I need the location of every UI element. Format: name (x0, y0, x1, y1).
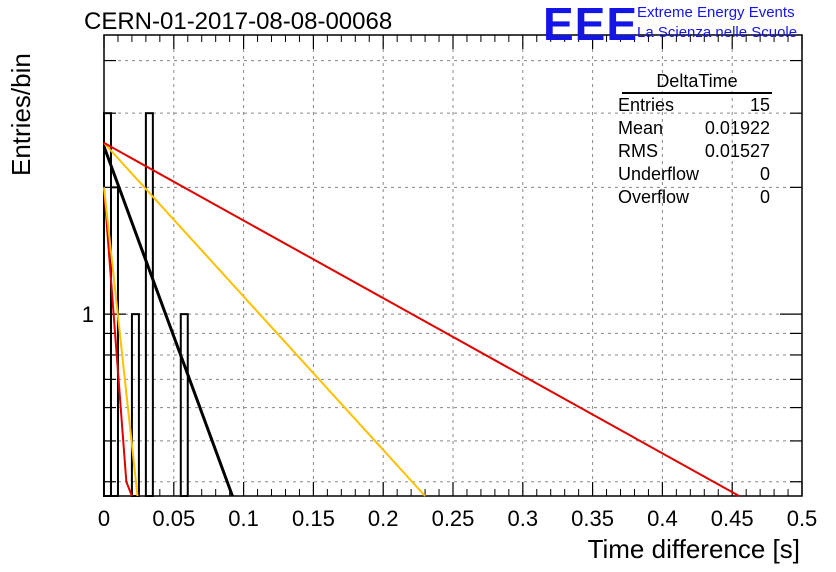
stats-value: 0 (759, 187, 770, 207)
histogram-bar (109, 186, 119, 497)
y-tick-labels: 1 (82, 302, 94, 327)
fit-line (103, 187, 133, 497)
stats-value: 0.01922 (704, 118, 770, 138)
stats-label: Overflow (618, 187, 690, 207)
run-title: CERN-01-2017-08-08-00068 (84, 8, 393, 35)
y-axis-label: Entries/bin (6, 53, 36, 176)
histogram-bars (103, 112, 189, 497)
stats-row: Underflow 0 (612, 163, 778, 186)
fit-line (102, 146, 234, 497)
stats-row: RMS 0.01527 (612, 140, 778, 163)
stats-row: Overflow 0 (612, 186, 778, 209)
stats-row: Mean 0.01922 (612, 117, 778, 140)
x-tick-label: 0 (98, 506, 110, 531)
stats-title: DeltaTime (622, 70, 772, 94)
x-tick-label: 0.5 (787, 506, 818, 531)
fit-line (103, 142, 426, 497)
x-tick-label: 0.05 (152, 506, 195, 531)
stats-label: Entries (618, 95, 675, 115)
x-tick-label: 0.2 (368, 506, 399, 531)
stats-box: DeltaTime Entries 15 Mean 0.01922 RMS 0.… (612, 70, 778, 209)
x-tick-label: 0.45 (711, 506, 754, 531)
fit-line (103, 187, 139, 497)
fit-lines (102, 142, 740, 497)
stats-row: Entries 15 (612, 94, 778, 117)
x-tick-label: 0.1 (228, 506, 259, 531)
x-tick-label: 0.15 (292, 506, 335, 531)
logo-line-1: Extreme Energy Events (637, 4, 795, 21)
chart-grid (104, 35, 802, 496)
stats-value: 0 (759, 164, 770, 184)
x-tick-label: 0.35 (571, 506, 614, 531)
stats-label: RMS (618, 141, 658, 161)
eee-logo: EEE (543, 0, 639, 50)
x-tick-labels: 0 0.05 0.1 0.15 0.2 0.25 0.3 0.35 0.4 0.45 0.5 (98, 506, 817, 531)
stats-label: Mean (618, 118, 664, 138)
x-tick-label: 0.4 (647, 506, 678, 531)
x-tick-label: 0.25 (432, 506, 475, 531)
stats-value: 0.01527 (704, 141, 770, 161)
logo-line-2: La Scienza nelle Scuole (637, 24, 798, 41)
x-tick-label: 0.3 (508, 506, 539, 531)
stats-label: Underflow (618, 164, 700, 184)
histogram-bar (130, 313, 140, 497)
histogram-bar (103, 112, 112, 497)
fit-line (103, 142, 740, 497)
y-tick-label: 1 (82, 302, 94, 327)
stats-value: 15 (749, 95, 770, 115)
histogram-bar (179, 313, 189, 497)
histogram-bar (144, 112, 154, 497)
x-axis-label: Time difference [s] (587, 534, 800, 564)
